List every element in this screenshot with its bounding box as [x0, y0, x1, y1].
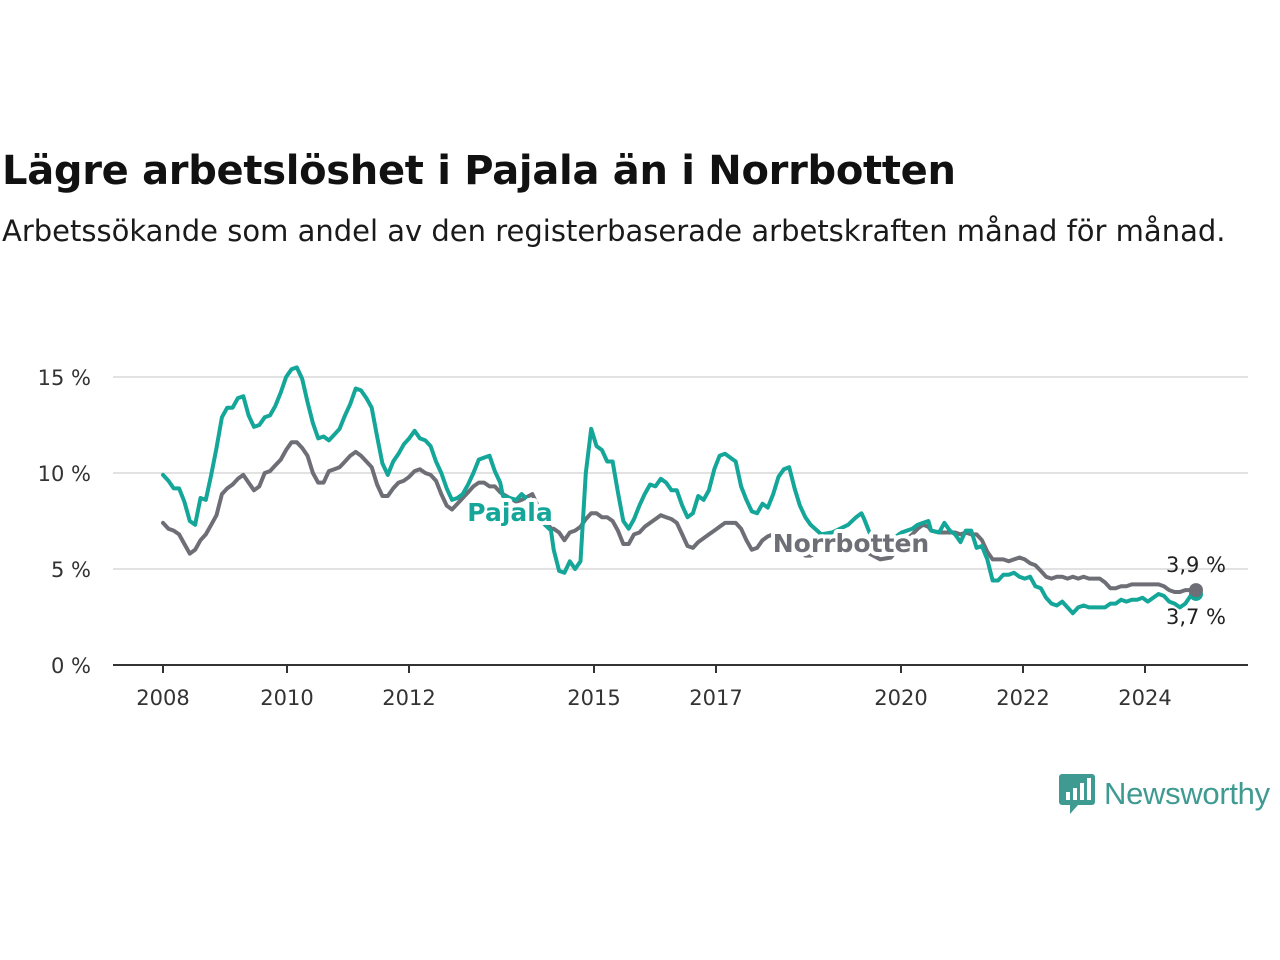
end-value-label-norrbotten: 3,9 %	[1166, 553, 1226, 577]
newsworthy-logo-text: Newsworthy	[1104, 776, 1270, 811]
end-value-label-pajala: 3,7 %	[1166, 605, 1226, 629]
x-tick-label: 2022	[996, 686, 1049, 710]
axes: 0 % 5 % 10 % 15 % 2008 2010 2012 2015 2017 2020 20…	[38, 366, 1248, 710]
newsworthy-logo-icon	[1059, 774, 1095, 814]
x-tick-label: 2015	[567, 686, 620, 710]
x-tick-label: 2024	[1118, 686, 1171, 710]
x-tick-label: 2008	[136, 686, 189, 710]
series-line-pajala	[161, 365, 1198, 616]
series-label-norrbotten: Norrbotten	[773, 529, 929, 558]
newsworthy-logo: Newsworthy	[1058, 772, 1270, 816]
y-tick-label: 5 %	[51, 558, 91, 582]
gridlines	[113, 376, 1248, 570]
y-tick-label: 15 %	[38, 366, 91, 390]
series-label-pajala: Pajala	[467, 498, 552, 527]
x-tick-label: 2017	[689, 686, 742, 710]
chart-title: Lägre arbetslöshet i Pajala än i Norrbot…	[2, 148, 956, 194]
chart-subtitle: Arbetssökande som andel av den registerb…	[2, 214, 1226, 248]
x-tick-label: 2012	[382, 686, 435, 710]
end-marker-norrbotten	[1189, 583, 1203, 598]
series-line-norrbotten	[161, 440, 1198, 594]
series-label-norrbotten-halo: Norrbotten	[773, 529, 929, 558]
x-tick-label: 2010	[260, 686, 313, 710]
series-lines	[161, 365, 1203, 616]
y-tick-label: 10 %	[38, 462, 91, 486]
series-labels: 3,9 %3,7 %PajalaPajalaNorrbottenNorrbott…	[463, 494, 1226, 629]
x-tick-label: 2020	[874, 686, 927, 710]
series-label-pajala-halo: Pajala	[467, 498, 552, 527]
y-tick-label: 0 %	[51, 654, 91, 678]
